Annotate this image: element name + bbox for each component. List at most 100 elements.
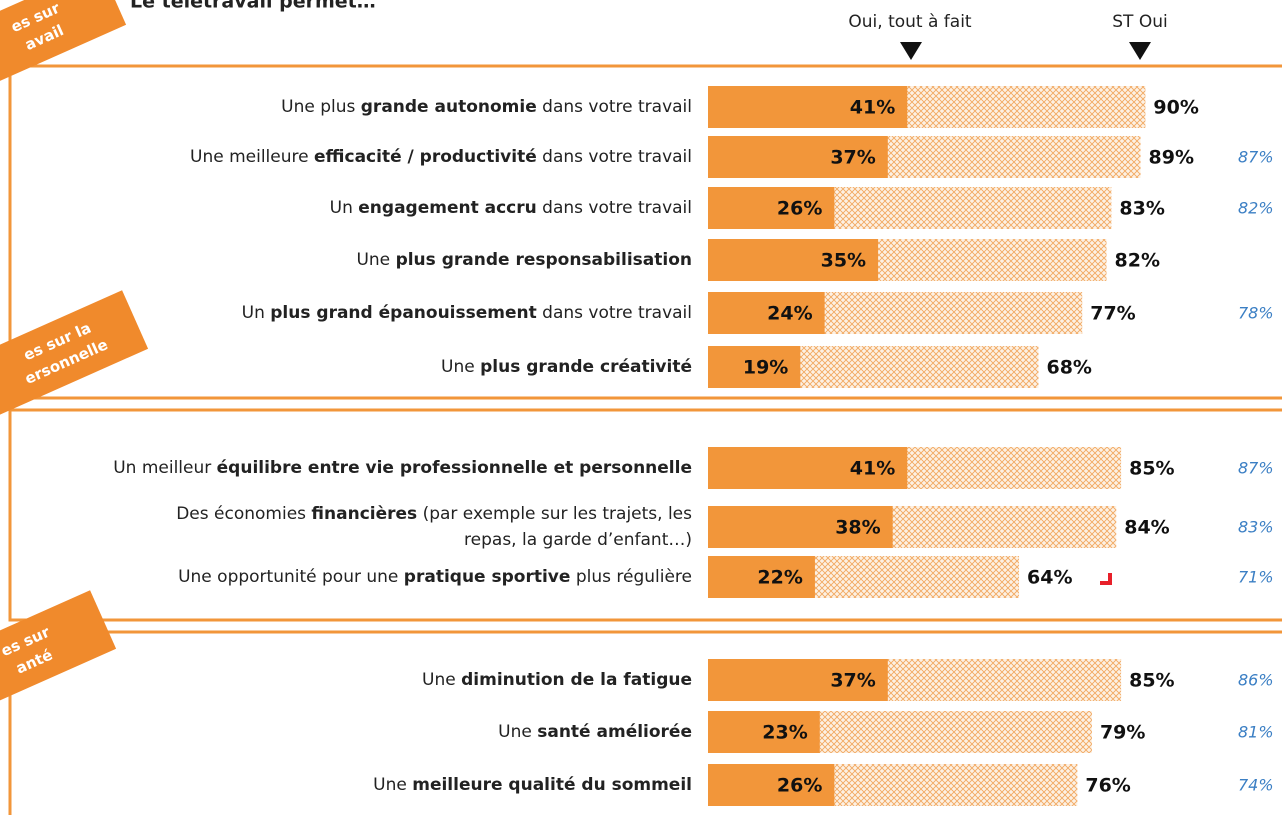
category-label: Une plus grande autonomie dans votre tra…: [281, 97, 692, 117]
label-part: santé améliorée: [537, 722, 692, 742]
label-part: plus grande responsabilisation: [396, 250, 692, 270]
bar-strong: [708, 764, 835, 806]
label-part: Une meilleure: [190, 147, 314, 167]
category-label: Une diminution de la fatigue: [422, 670, 692, 690]
category-label: Une opportunité pour une pratique sporti…: [178, 567, 692, 587]
bar-strong: [708, 136, 888, 178]
previous-value: 81%: [1238, 723, 1274, 742]
label-part: plus grande créativité: [480, 357, 692, 377]
bar-strong: [708, 187, 835, 229]
label-part: dans votre travail: [537, 303, 692, 323]
label-part: Une: [498, 722, 537, 742]
previous-value: 87%: [1238, 459, 1274, 478]
legend-label: ST Oui: [1112, 12, 1167, 32]
previous-value: 78%: [1238, 304, 1274, 323]
category-label: Une meilleure efficacité / productivité …: [190, 147, 692, 167]
label-part: (par exemple sur les trajets, les: [417, 504, 692, 524]
category-label: Un engagement accru dans votre travail: [330, 198, 692, 218]
label-part: Des économies: [176, 504, 311, 524]
bar-strong: [708, 447, 908, 489]
value-label: 64%: [1027, 567, 1072, 589]
legend-label: Oui, tout à fait: [848, 12, 972, 32]
value-label: 89%: [1149, 147, 1194, 169]
bar-strong: [708, 292, 825, 334]
value-label: 83%: [1119, 198, 1164, 220]
value-label: 85%: [1129, 458, 1174, 480]
value-label: 35%: [821, 250, 866, 272]
label-part: Un: [330, 198, 359, 218]
category-label: Une santé améliorée: [498, 722, 692, 742]
group-tag-box: [0, 590, 117, 726]
marker: [900, 42, 922, 60]
label-part: plus grand épanouissement: [270, 303, 536, 323]
value-label: 26%: [777, 198, 822, 220]
label-part: dans votre travail: [537, 97, 692, 117]
label-part: Une: [356, 250, 395, 270]
previous-value: 82%: [1238, 199, 1274, 218]
value-label: 79%: [1100, 722, 1145, 744]
previous-value: 71%: [1238, 568, 1274, 587]
value-label: 37%: [830, 147, 875, 169]
bar-strong: [708, 659, 888, 701]
label-part: Une opportunité pour une: [178, 567, 404, 587]
label-part: plus régulière: [570, 567, 692, 587]
bar-strong: [708, 86, 908, 128]
chart-title: Le télétravail permet…: [130, 0, 376, 13]
label-part: Une plus: [281, 97, 361, 117]
value-label: 85%: [1129, 670, 1174, 692]
value-label: 77%: [1090, 303, 1135, 325]
label-part: Une: [373, 775, 412, 795]
category-label: Un meilleur équilibre entre vie professi…: [113, 458, 692, 478]
category-label: Une meilleure qualité du sommeil: [373, 775, 692, 795]
label-part: financières: [311, 504, 417, 524]
value-label: 22%: [757, 567, 802, 589]
label-part: pratique sportive: [404, 567, 571, 587]
label-part: Un: [242, 303, 271, 323]
label-part: diminution de la fatigue: [461, 670, 692, 690]
value-label: 76%: [1085, 775, 1130, 797]
value-label: 41%: [850, 458, 895, 480]
value-label: 26%: [777, 775, 822, 797]
previous-value: 83%: [1238, 518, 1274, 537]
label-part: Une: [441, 357, 480, 377]
label-part: grande autonomie: [361, 97, 537, 117]
value-label: 90%: [1153, 97, 1198, 119]
label-part: Une: [422, 670, 461, 690]
value-label: 41%: [850, 97, 895, 119]
previous-value: 86%: [1238, 671, 1274, 690]
value-label: 37%: [830, 670, 875, 692]
bar-strong: [708, 506, 893, 548]
label-part: efficacité / productivité: [314, 147, 537, 167]
value-label: 82%: [1115, 250, 1160, 272]
label-part: meilleure qualité du sommeil: [412, 775, 692, 795]
label-part: repas, la garde d’enfant…): [464, 530, 692, 550]
group-frame: [8, 408, 1282, 622]
previous-value: 87%: [1238, 148, 1274, 167]
group-tag-box: [0, 290, 149, 426]
value-label: 19%: [743, 357, 788, 379]
category-label: Une plus grande créativité: [441, 357, 692, 377]
value-label: 84%: [1124, 517, 1169, 539]
label-part: équilibre entre vie professionnelle et p…: [217, 458, 692, 478]
value-label: 24%: [767, 303, 812, 325]
bar-strong: [708, 711, 820, 753]
label-part: engagement accru: [358, 198, 536, 218]
trend-down-arrow: [1098, 571, 1112, 585]
marker: [1129, 42, 1151, 60]
bar-strong: [708, 556, 815, 598]
bar-strong: [708, 346, 801, 388]
category-label: Une plus grande responsabilisation: [356, 250, 692, 270]
group-frame: [8, 64, 1282, 400]
label-part: dans votre travail: [537, 147, 692, 167]
group-frames: [8, 64, 1282, 815]
category-label: Des économies financières (par exemple s…: [176, 504, 692, 524]
group-tag-box: [0, 0, 127, 102]
previous-value: 74%: [1238, 776, 1274, 795]
label-part: dans votre travail: [537, 198, 692, 218]
category-label: Un plus grand épanouissement dans votre …: [242, 303, 692, 323]
